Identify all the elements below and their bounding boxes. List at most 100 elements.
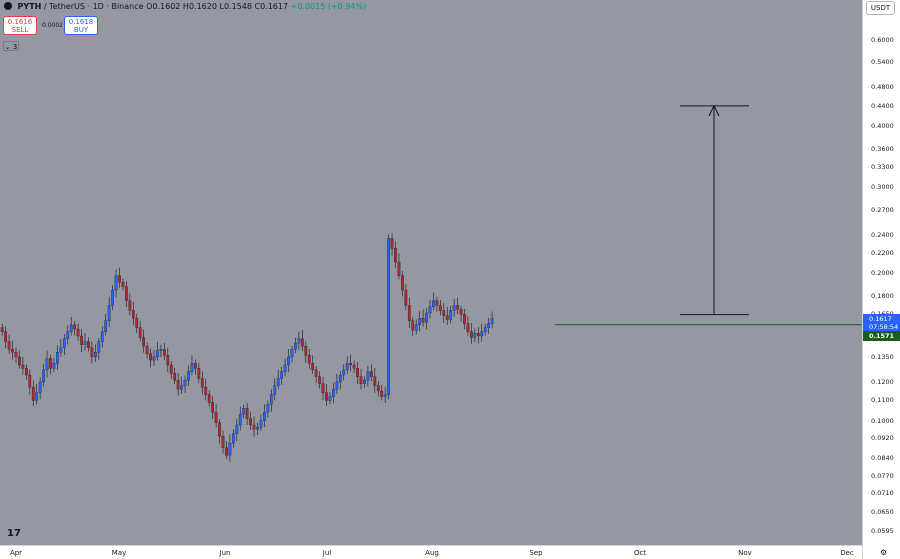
- ohlc-close: C0.1617: [254, 2, 289, 11]
- candle-body: [100, 331, 104, 342]
- candle-body: [390, 238, 394, 249]
- buy-label: BUY: [73, 26, 89, 34]
- price-tick-label: 0.1100: [871, 396, 894, 405]
- candle-body: [342, 369, 346, 376]
- candle-body: [304, 346, 308, 356]
- candle-body: [483, 327, 487, 332]
- sell-label: SELL: [11, 26, 29, 34]
- buy-price: 0.1618: [68, 18, 94, 26]
- price-tick-label: 0.1350: [871, 352, 894, 361]
- candle-body: [300, 338, 304, 347]
- candle-body: [200, 378, 204, 388]
- candle-body: [363, 380, 366, 384]
- candle-body: [204, 387, 208, 395]
- price-tick-label: 0.1200: [871, 377, 894, 386]
- candle-body: [66, 331, 70, 339]
- sell-price: 0.1616: [7, 18, 33, 26]
- candle-body: [114, 275, 118, 291]
- candle-body: [4, 331, 7, 342]
- candle-body: [104, 320, 108, 332]
- candle-body: [152, 356, 156, 361]
- candle-body: [69, 324, 73, 332]
- candle-body: [242, 408, 246, 415]
- candle-body: [290, 349, 294, 358]
- candle-body: [252, 424, 256, 430]
- candlestick-chart[interactable]: [0, 0, 862, 545]
- candle-body: [107, 305, 111, 321]
- candle-body: [80, 335, 83, 345]
- candle-body: [28, 374, 32, 388]
- candle-body: [62, 338, 66, 348]
- candle-body: [476, 332, 480, 337]
- sell-button[interactable]: 0.1616 SELL: [3, 16, 37, 35]
- time-tick-label: Jun: [219, 549, 231, 557]
- time-tick-label: Apr: [9, 549, 23, 557]
- tradingview-logo-icon[interactable]: 17: [7, 528, 21, 539]
- indicators-collapse-button[interactable]: ⌄ 3: [3, 41, 19, 51]
- candle-body: [352, 364, 356, 369]
- candle-body: [445, 315, 449, 320]
- currency-button[interactable]: USDT: [866, 1, 895, 15]
- candle-body: [90, 347, 94, 358]
- candle-body: [345, 363, 349, 371]
- candle-body: [190, 363, 194, 372]
- candle-body: [14, 352, 18, 358]
- bar-countdown: 07:58:54: [869, 323, 899, 331]
- candle-body: [197, 368, 201, 379]
- candle-body: [211, 402, 214, 413]
- candle-body: [459, 309, 463, 315]
- candle-body: [49, 358, 52, 369]
- candle-body: [38, 381, 42, 393]
- settings-gear-icon[interactable]: ⚙: [880, 548, 888, 557]
- ohlc-change: +0.0015 (+0.94%): [290, 2, 367, 11]
- candle-body: [118, 275, 121, 283]
- price-tick-label: 0.2200: [871, 249, 894, 258]
- price-tick-label: 0.3600: [871, 144, 894, 153]
- candle-body: [59, 347, 63, 353]
- candle-body: [214, 412, 218, 423]
- candle-body: [456, 305, 459, 310]
- candle-body: [156, 350, 159, 358]
- chart-area[interactable]: [0, 0, 862, 545]
- price-tick-label: 0.2700: [871, 205, 894, 214]
- candle-body: [149, 353, 152, 361]
- candle-body: [207, 394, 211, 403]
- current-price: 0.1617: [869, 315, 892, 323]
- price-tick-label: 0.4800: [871, 83, 894, 92]
- candle-body: [249, 418, 252, 426]
- candle-body: [266, 404, 270, 413]
- candle-body: [314, 369, 318, 377]
- candle-body: [463, 314, 466, 324]
- price-tick-label: 0.3000: [871, 183, 894, 192]
- candle-body: [73, 324, 76, 330]
- symbol-logo-icon: [4, 2, 12, 10]
- candle-body: [18, 356, 21, 366]
- candle-body: [131, 310, 135, 319]
- candle-body: [238, 414, 242, 426]
- candle-body: [473, 332, 477, 338]
- time-tick-label: May: [111, 549, 127, 557]
- candle-body: [280, 371, 284, 379]
- candle-body: [162, 349, 166, 356]
- time-axis[interactable]: Apr May Jun Jul Aug Sep Oct Nov Dec: [0, 545, 862, 559]
- candle-body: [311, 363, 315, 371]
- candle-body: [307, 355, 311, 364]
- time-tick-label: Dec: [840, 549, 854, 557]
- candle-body: [56, 352, 59, 364]
- candle-body: [283, 364, 287, 372]
- price-tick-label: 0.0650: [871, 508, 894, 517]
- candle-body: [259, 420, 263, 428]
- price-tick-label: 0.6000: [871, 36, 894, 44]
- candle-body: [380, 390, 384, 397]
- buy-button[interactable]: 0.1618 BUY: [64, 16, 98, 35]
- level-price-tag: 0.1571: [863, 331, 900, 341]
- price-axis[interactable]: USDT 0.6000 0.5400 0.4800 0.4400 0.4000 0.360…: [862, 0, 900, 559]
- candle-body: [180, 385, 183, 390]
- candle-body: [125, 286, 128, 301]
- candle-body: [7, 341, 11, 350]
- symbol-name[interactable]: PYTH: [17, 2, 42, 11]
- candle-body: [421, 318, 425, 323]
- candle-body: [87, 341, 90, 348]
- candle-body: [159, 349, 163, 351]
- candle-body: [245, 408, 249, 419]
